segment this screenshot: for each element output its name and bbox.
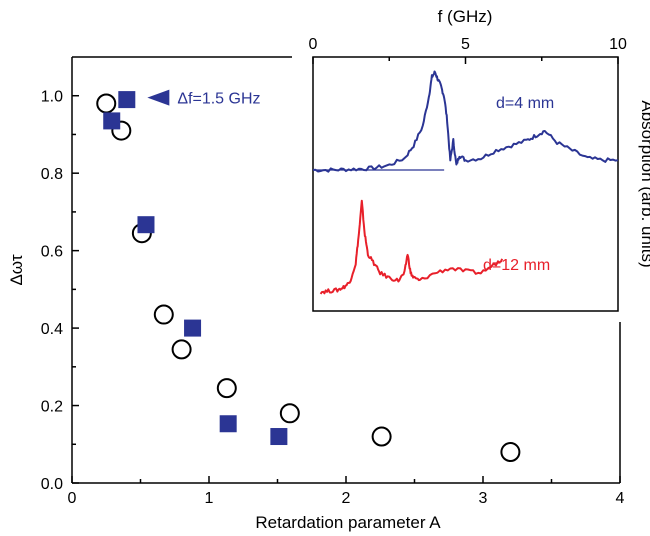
square-point	[184, 319, 202, 337]
inset-x-tick-label: 10	[609, 36, 627, 53]
y-tick-label: 0.6	[41, 244, 63, 261]
square-point	[219, 415, 237, 433]
inset-frame	[312, 56, 619, 312]
square-point	[137, 216, 155, 234]
inset-x-tick-label: 0	[309, 36, 318, 53]
y-tick-label: 0.2	[41, 399, 63, 416]
main-tick-group: 0 1 2 3 4 0.0 0.2 0.4 0.6 0.8 1.0	[41, 89, 625, 507]
x-axis-title: Retardation parameter A	[255, 513, 441, 532]
x-tick-label: 2	[342, 490, 351, 507]
inset-series-line	[312, 70, 619, 173]
main-axes	[71, 56, 621, 484]
inset-tick-group: 0 5 10	[309, 36, 627, 64]
square-point	[270, 428, 288, 446]
data-points	[96, 91, 521, 463]
inset-series-labels: d=4 mm d=12 mm	[483, 95, 554, 274]
square-point	[103, 112, 121, 130]
y-tick-label: 0.8	[41, 166, 63, 183]
inset-x-axis-title: f (GHz)	[438, 7, 493, 26]
x-tick-label: 0	[68, 490, 77, 507]
x-tick-label: 1	[205, 490, 214, 507]
annotation: Δf=1.5 GHz	[147, 89, 261, 108]
circle-point	[111, 120, 132, 141]
inset-series-label: d=4 mm	[496, 95, 554, 112]
y-axis-title: Δωτ	[7, 254, 26, 285]
circle-point	[279, 403, 300, 424]
inset-spectrum-chart: 0 5 10 f (GHz) Absorption (arb. units) d=4…	[309, 7, 650, 312]
circle-point	[216, 378, 237, 399]
circle-point	[171, 339, 192, 360]
inset-series-label: d=12 mm	[483, 257, 550, 274]
circle-point	[153, 304, 174, 325]
circle-point	[96, 93, 117, 114]
inset-x-tick-label: 5	[461, 36, 470, 53]
inset-series-line	[319, 199, 504, 295]
main-scatter-chart: 0 1 2 3 4 0.0 0.2 0.4 0.6 0.8 1.0 Retardation para…	[7, 56, 625, 532]
inset-series-lines	[312, 70, 619, 295]
x-tick-label: 3	[479, 490, 488, 507]
y-tick-label: 1.0	[41, 89, 63, 106]
inset-y-axis-title: Absorption (arb. units)	[638, 100, 650, 267]
y-tick-label: 0.4	[41, 321, 63, 338]
y-tick-label: 0.0	[41, 476, 63, 493]
circle-point	[371, 426, 392, 447]
annotation-label: Δf=1.5 GHz	[177, 91, 260, 108]
x-tick-label: 4	[616, 490, 625, 507]
triangle-arrow-icon	[147, 89, 170, 106]
circle-point	[500, 442, 521, 463]
square-point	[118, 91, 136, 109]
